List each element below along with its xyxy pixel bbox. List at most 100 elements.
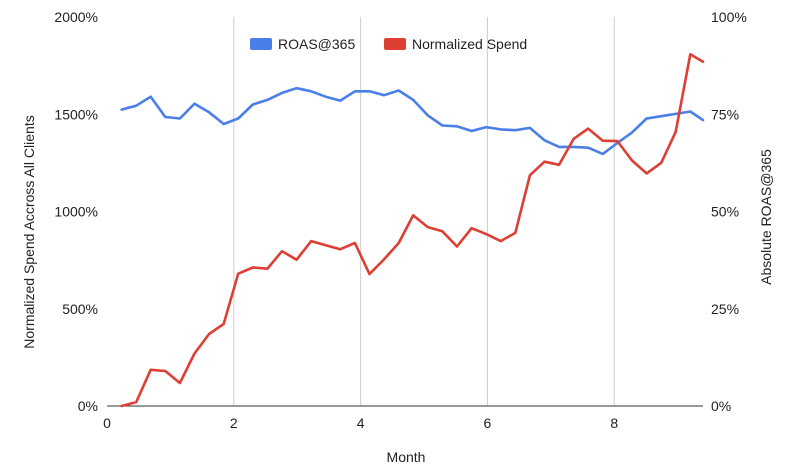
data-point-roas-365: [601, 152, 605, 156]
data-point-normalized-spend: [484, 232, 488, 236]
data-point-normalized-spend: [572, 137, 576, 141]
data-point-roas-365: [674, 112, 678, 116]
y-axis-right-title: Absolute ROAS@365: [758, 149, 774, 285]
series-line-normalized-spend: [120, 52, 705, 408]
data-point-roas-365: [701, 118, 705, 122]
data-point-normalized-spend: [149, 368, 153, 372]
data-point-normalized-spend: [543, 160, 547, 164]
legend-swatch-normalized-spend: [384, 38, 406, 50]
data-point-normalized-spend: [688, 52, 692, 56]
data-point-roas-365: [324, 95, 328, 99]
x-axis-title: Month: [387, 449, 426, 465]
y-left-tick-label: 1000%: [54, 204, 98, 220]
data-point-roas-365: [397, 89, 401, 93]
data-point-roas-365: [688, 110, 692, 114]
y-axis-right-ticks: 0% 25% 50% 75% 100%: [711, 9, 747, 414]
data-point-normalized-spend: [251, 266, 255, 270]
data-point-roas-365: [557, 145, 561, 149]
y-left-tick-label: 2000%: [54, 9, 98, 25]
data-point-normalized-spend: [324, 243, 328, 247]
data-point-normalized-spend: [368, 272, 372, 276]
x-tick-label: 8: [610, 415, 618, 431]
data-point-roas-365: [193, 102, 197, 106]
legend-label-normalized-spend: Normalized Spend: [412, 36, 527, 52]
y-left-tick-label: 500%: [62, 301, 98, 317]
data-point-normalized-spend: [674, 130, 678, 134]
data-point-roas-365: [236, 117, 240, 121]
data-point-normalized-spend: [338, 247, 342, 251]
data-point-normalized-spend: [236, 272, 240, 276]
x-axis-ticks: 0 2 4 6 8: [103, 415, 618, 431]
data-point-normalized-spend: [178, 381, 182, 385]
data-point-roas-365: [572, 145, 576, 149]
y-left-tick-label: 1500%: [54, 106, 98, 122]
x-tick-label: 2: [230, 415, 238, 431]
data-point-roas-365: [484, 125, 488, 129]
data-point-normalized-spend: [309, 239, 313, 243]
legend-item-normalized-spend: Normalized Spend: [384, 36, 527, 52]
data-point-normalized-spend: [440, 229, 444, 233]
data-point-normalized-spend: [601, 139, 605, 143]
data-point-roas-365: [426, 113, 430, 117]
y-right-tick-label: 25%: [711, 301, 739, 317]
data-point-roas-365: [280, 91, 284, 95]
data-point-normalized-spend: [134, 400, 138, 404]
data-point-normalized-spend: [411, 213, 415, 217]
legend: ROAS@365 Normalized Spend: [250, 36, 527, 52]
data-point-roas-365: [470, 129, 474, 133]
data-point-normalized-spend: [382, 257, 386, 261]
series-points-roas-365: [120, 86, 705, 156]
data-point-normalized-spend: [659, 161, 663, 165]
legend-swatch-roas: [250, 38, 272, 50]
data-point-normalized-spend: [701, 60, 705, 64]
data-point-normalized-spend: [645, 171, 649, 175]
y-axis-left-title: Normalized Spend Accross All Clients: [21, 115, 37, 348]
data-point-roas-365: [513, 128, 517, 132]
legend-item-roas: ROAS@365: [250, 36, 355, 52]
data-point-normalized-spend: [193, 352, 197, 356]
series-points-normalized-spend: [120, 52, 705, 408]
data-point-roas-365: [440, 124, 444, 128]
data-point-roas-365: [338, 99, 342, 103]
data-point-normalized-spend: [295, 258, 299, 262]
data-point-roas-365: [149, 95, 153, 99]
data-point-roas-365: [368, 89, 372, 93]
x-tick-label: 4: [357, 415, 365, 431]
data-point-roas-365: [295, 86, 299, 90]
data-point-roas-365: [586, 146, 590, 150]
data-point-normalized-spend: [120, 404, 124, 408]
data-point-roas-365: [528, 126, 532, 130]
data-point-normalized-spend: [615, 139, 619, 143]
data-point-normalized-spend: [353, 241, 357, 245]
data-point-normalized-spend: [207, 332, 211, 336]
data-point-roas-365: [353, 89, 357, 93]
data-point-roas-365: [411, 98, 415, 102]
data-point-roas-365: [645, 117, 649, 121]
series-lines: [120, 52, 705, 408]
y-right-tick-label: 50%: [711, 204, 739, 220]
x-tick-label: 6: [484, 415, 492, 431]
data-point-normalized-spend: [280, 249, 284, 253]
data-point-roas-365: [163, 115, 167, 119]
data-point-normalized-spend: [557, 163, 561, 167]
data-point-normalized-spend: [586, 127, 590, 131]
data-point-roas-365: [382, 93, 386, 97]
legend-label-roas: ROAS@365: [278, 36, 355, 52]
y-right-tick-label: 100%: [711, 9, 747, 25]
data-point-roas-365: [222, 122, 226, 126]
data-point-normalized-spend: [513, 231, 517, 235]
data-point-normalized-spend: [163, 369, 167, 373]
data-point-normalized-spend: [630, 159, 634, 163]
data-point-normalized-spend: [222, 322, 226, 326]
data-point-roas-365: [207, 110, 211, 114]
grid: [233, 17, 615, 406]
data-point-roas-365: [455, 124, 459, 128]
y-right-tick-label: 75%: [711, 106, 739, 122]
data-point-roas-365: [120, 108, 124, 112]
data-point-roas-365: [309, 89, 313, 93]
data-point-normalized-spend: [470, 226, 474, 230]
data-point-roas-365: [178, 117, 182, 121]
x-tick-label: 0: [103, 415, 111, 431]
